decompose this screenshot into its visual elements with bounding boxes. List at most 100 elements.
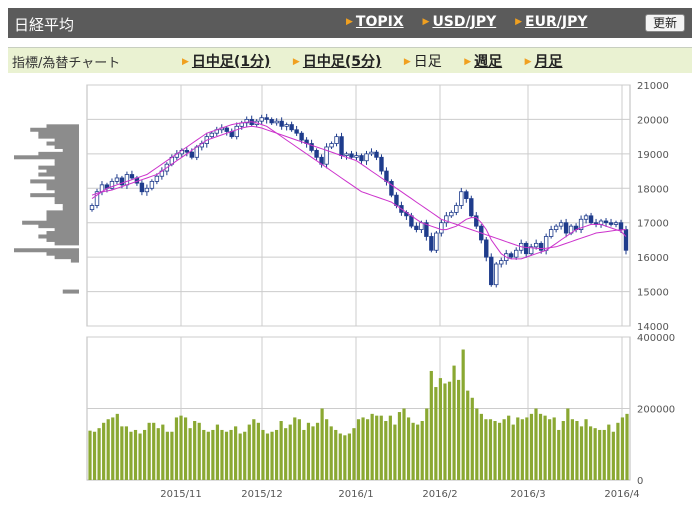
volume-profile-bar [30,179,79,184]
link-eur-jpy[interactable]: ▶ EUR/JPY [515,14,587,30]
volume-bar [497,422,502,480]
volume-bar [370,413,374,480]
volume-bar [111,417,115,480]
link-usd-jpy[interactable]: ▶ USD/JPY [423,14,497,30]
volume-bar [366,419,370,480]
tab-weekly[interactable]: ▶ 週足 [464,51,502,71]
volume-bar [484,419,488,480]
volume-bar [165,431,169,480]
x-tick-label: 2015/12 [241,489,283,500]
volume-bar [106,419,110,480]
tab-monthly[interactable]: ▶ 月足 [525,51,563,71]
volume-bar [616,422,620,480]
volume-bar [193,421,197,480]
tab-intraday-5min[interactable]: ▶ 日中足(5分) [293,51,381,71]
volume-profile-bar [54,255,79,260]
volume-bar [120,426,124,480]
volume-bar [256,422,260,480]
price-y-tick-label: 20000 [637,115,669,126]
triangle-right-icon: ▶ [403,57,411,67]
volume-bar [502,419,506,480]
volume-bar [306,422,311,480]
volume-bar [375,415,379,480]
candle-down [429,236,434,251]
volume-profile-bar [54,196,79,201]
volume-bar [265,433,270,480]
title-bar: 日経平均 ▶ TOPIX ▶ USD/JPY ▶ EUR/JPY 更新 [8,8,692,38]
volume-profile-bar [54,189,79,194]
candle-up [454,205,459,213]
volume-bar [270,431,274,480]
tab-intraday-1min[interactable]: ▶ 日中足(1分) [182,51,270,71]
volume-bar [274,429,279,480]
volume-bar [261,429,265,480]
link-topix[interactable]: ▶ TOPIX [346,14,404,30]
candle-down [623,229,629,251]
volume-bar [215,424,220,480]
volume-bar [452,365,456,480]
candle-up [459,191,464,206]
volume-profile-bar [30,127,79,132]
x-tick-label: 2016/1 [338,489,373,500]
volume-profile-bar [38,234,79,239]
price-y-tick-label: 21000 [637,81,669,92]
volume-bar [238,433,242,480]
volume-bar [534,408,538,480]
volume-y-tick-label: 200000 [637,405,675,416]
volume-profile-bar [62,203,79,208]
volume-bar [461,349,465,480]
volume-bar [97,428,101,480]
volume-bar [311,426,315,480]
window-title: 日経平均 [14,16,75,34]
x-tick-label: 2016/2 [422,489,457,500]
link-eur-jpy-label: EUR/JPY [525,14,588,30]
volume-bar [607,424,611,480]
volume-profile-bar [46,231,79,236]
volume-profile-bar [46,169,79,174]
volume-profile-bar [54,227,79,232]
refresh-button[interactable]: 更新 [644,14,685,32]
volume-bar [511,424,515,480]
candle-down [618,222,624,230]
volume-bar [434,387,438,480]
candle-down [389,180,394,196]
candle-down [314,150,319,158]
candle-down [189,151,195,158]
chart-selector-label: 指標/為替チャート [12,56,121,71]
candle-down [309,143,314,151]
candle-up [499,260,504,265]
volume-bar [516,417,520,480]
moving-average-short-line [91,121,627,260]
volume-bar [548,419,552,480]
volume-bar [479,413,483,480]
candle-down [489,256,494,286]
volume-profile-bar [62,206,79,211]
tab-intraday-5min-label: 日中足(5分) [302,54,382,70]
volume-bar [402,408,406,480]
link-topix-label: TOPIX [355,14,404,30]
volume-bar [234,426,238,480]
volume-bar [133,429,138,480]
volume-bar [183,417,188,480]
volume-bar [202,429,206,480]
volume-profile-bar [38,165,79,170]
price-panel [86,84,631,327]
candle-down [184,150,190,153]
volume-bar [457,379,461,480]
tab-daily: ▶ 日足 [404,51,442,71]
volume-bar [397,412,402,480]
volume-bar [625,413,629,480]
volume-bar [297,419,301,480]
volume-bar [588,426,593,480]
triangle-right-icon: ▶ [292,57,300,67]
volume-bar [188,428,192,480]
tab-intraday-1min-label: 日中足(1分) [191,54,271,70]
candle-up [514,249,519,258]
candle-down [119,177,125,186]
volume-bar [384,421,388,480]
volume-bar [293,417,297,480]
volume-bar [475,408,479,480]
volume-profile-bar [38,224,79,229]
candle-up [369,151,374,155]
candle-up [419,222,424,230]
